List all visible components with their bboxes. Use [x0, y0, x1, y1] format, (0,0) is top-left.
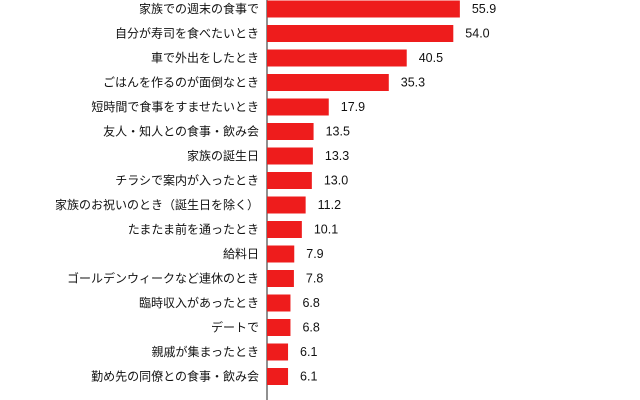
category-label: チラシで案内が入ったとき [115, 173, 259, 188]
category-label: 家族のお祝いのとき（誕生日を除く） [55, 197, 259, 212]
value-label: 35.3 [401, 76, 425, 90]
value-label: 40.5 [419, 51, 443, 65]
bar [267, 319, 291, 336]
value-label: 11.2 [318, 198, 341, 212]
value-label: 6.1 [300, 345, 317, 359]
bar [267, 196, 306, 214]
bars-group [267, 0, 460, 385]
bar [267, 123, 314, 140]
bar [267, 245, 295, 263]
value-label: 10.1 [314, 223, 338, 237]
category-labels-group: 家族での週末の食事で自分が寿司を食べたいとき車で外出をしたときごはんを作るのが面… [55, 1, 259, 384]
bar [267, 172, 312, 189]
value-label: 13.5 [326, 125, 350, 139]
value-label: 54.0 [465, 27, 489, 41]
category-label: デートで [211, 320, 259, 335]
category-label: たまたま前を通ったとき [128, 222, 259, 237]
category-label: 友人・知人との食事・飲み会 [103, 124, 259, 139]
category-label: 給料日 [223, 247, 259, 261]
bar [267, 368, 289, 385]
value-label: 55.9 [472, 2, 496, 16]
bar [267, 25, 454, 42]
value-label: 13.0 [324, 174, 348, 188]
category-label: 臨時収入があったとき [139, 295, 259, 310]
bar [267, 49, 407, 67]
category-label: ごはんを作るのが面倒なとき [103, 75, 259, 90]
value-label: 6.8 [302, 321, 319, 335]
bar [267, 294, 291, 312]
category-label: 短時間で食事をすませたいとき [91, 99, 259, 114]
bar [267, 343, 289, 361]
category-label: 勤め先の同僚との食事・飲み会 [91, 369, 259, 384]
bar [267, 74, 389, 91]
value-label: 17.9 [341, 100, 365, 114]
bar [267, 221, 302, 238]
category-label: 車で外出をしたとき [151, 51, 259, 65]
value-label: 6.8 [302, 296, 319, 310]
bar [267, 270, 294, 287]
bar [267, 147, 313, 165]
bar [267, 0, 460, 18]
category-label: ゴールデンウィークなど連休のとき [67, 271, 259, 286]
category-label: 家族の誕生日 [187, 148, 259, 163]
category-label: 親戚が集まったとき [151, 344, 259, 359]
value-labels-group: 55.9 54.0 40.5 35.3 17.9 13.5 13.3 13.0 11.2 10.1… [300, 2, 496, 384]
value-label: 13.3 [325, 149, 349, 163]
category-label: 家族での週末の食事で [139, 1, 259, 16]
bar [267, 98, 329, 116]
value-label: 6.1 [300, 370, 317, 384]
category-label: 自分が寿司を食べたいとき [115, 26, 259, 41]
value-label: 7.9 [306, 247, 323, 261]
value-label: 7.8 [306, 272, 323, 286]
